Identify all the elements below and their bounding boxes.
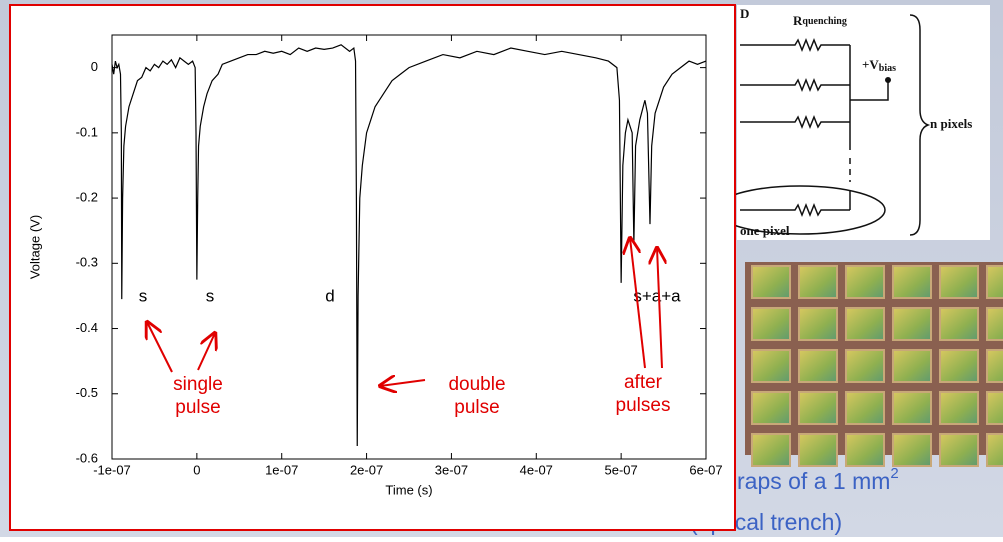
y-tick-label: -0.1: [76, 124, 98, 139]
y-axis-label: Voltage (V): [27, 215, 42, 279]
pixel-cell: [798, 349, 838, 383]
pixel-cell: [986, 265, 1003, 299]
y-tick-label: -0.3: [76, 255, 98, 270]
y-tick-label: -0.4: [76, 320, 98, 335]
pixel-cell: [845, 391, 885, 425]
annotation: s+a+a: [633, 286, 681, 305]
circuit-label: one pixel: [740, 223, 790, 238]
plot: -1e-07 0 1e-07 2e-07 3e-07 4e-07 5e-07 6e-07 0 -0…: [27, 34, 723, 497]
pixel-cell: [892, 265, 932, 299]
y-tick-label: -0.5: [76, 385, 98, 400]
annotation: s: [139, 286, 148, 305]
pixel-cell: [939, 433, 979, 467]
circuit-label: n pixels: [930, 116, 972, 131]
pixel-cell: [798, 265, 838, 299]
line: [111, 44, 707, 446]
callout: single: [173, 374, 223, 395]
circuit-label: D: [740, 6, 749, 21]
pixel-cell: [986, 391, 1003, 425]
pixel-cell: [751, 391, 791, 425]
pixel-cell: [986, 433, 1003, 467]
pixel-cell: [845, 265, 885, 299]
y-tick-label: -0.6: [76, 450, 98, 465]
pixel-cell: [751, 349, 791, 383]
pixel-cell: [845, 307, 885, 341]
x-tick-label: 2e-07: [350, 462, 383, 477]
pixel-cell: [939, 349, 979, 383]
pixel-cell: [892, 307, 932, 341]
arrows: [147, 238, 662, 386]
pixel-cell: [892, 433, 932, 467]
circuit: D Rquenching +Vbias n pixels one pixel: [714, 5, 990, 240]
y-tick-label: 0: [91, 59, 98, 74]
x-axis-label: Time (s): [385, 482, 432, 497]
sipm-photo: [745, 262, 1003, 467]
x-tick-label: 0: [193, 462, 200, 477]
x-tick-label: 4e-07: [520, 462, 553, 477]
pixel-cell: [798, 307, 838, 341]
pixel-cell: [892, 391, 932, 425]
circuit-label: Rquenching: [793, 13, 847, 28]
pixel-cell: [798, 391, 838, 425]
pixel-cell: [892, 349, 932, 383]
pixel-cell: [939, 307, 979, 341]
chart-panel: [9, 4, 736, 531]
x-tick-label: 1e-07: [265, 462, 298, 477]
pixel-cell: [986, 349, 1003, 383]
x-tick-label: 3e-07: [435, 462, 468, 477]
callout: pulses: [616, 395, 671, 416]
pixel-cell: [986, 307, 1003, 341]
y-tick-label: -0.2: [76, 190, 98, 205]
x-tick-label: 5e-07: [605, 462, 638, 477]
callout: pulse: [175, 397, 220, 418]
pixel-cell: [939, 391, 979, 425]
circuit-label: +Vbias: [862, 57, 896, 74]
annotation: d: [325, 286, 334, 305]
callout: pulse: [454, 397, 499, 418]
pixel-cell: [751, 265, 791, 299]
callout: double: [448, 374, 505, 395]
pixel-cell: [751, 433, 791, 467]
pixel-cell: [845, 433, 885, 467]
pixel-cell: [939, 265, 979, 299]
caption: raps of a 1 mm2: [737, 465, 899, 494]
annotations: s s d s+a+a single pulse double pulse af…: [139, 238, 681, 418]
callout: after: [624, 372, 663, 393]
pixel-cell: [751, 307, 791, 341]
x-tick-label: -1e-07: [93, 462, 131, 477]
pixel-cell: [845, 349, 885, 383]
plot-frame: [111, 34, 707, 460]
pixel-cell: [798, 433, 838, 467]
annotation: s: [206, 286, 215, 305]
x-tick-label: 6e-07: [689, 462, 722, 477]
